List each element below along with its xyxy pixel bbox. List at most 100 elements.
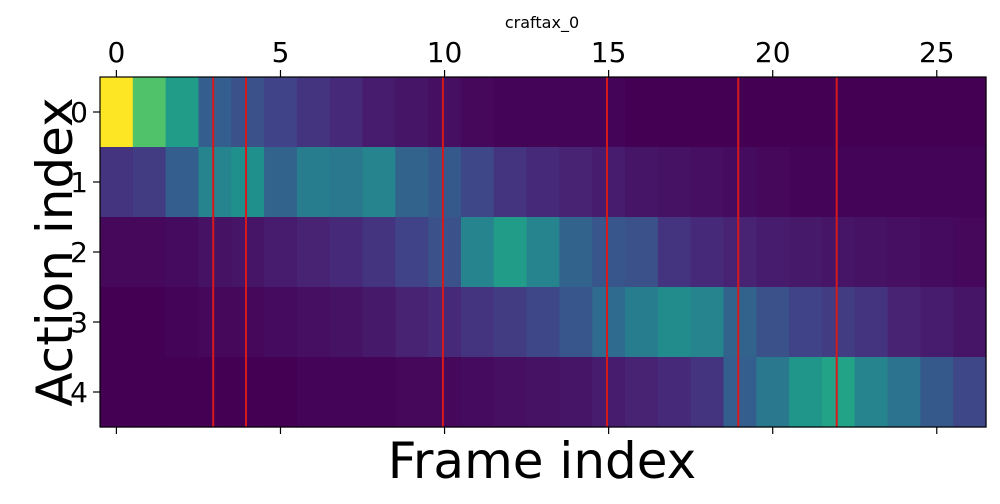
- heatmap-cell: [723, 357, 757, 428]
- heatmap-cell: [132, 357, 167, 428]
- heatmap-cell: [723, 77, 757, 148]
- heatmap-cell: [723, 217, 757, 288]
- heatmap-cell: [559, 77, 593, 148]
- heatmap-cell: [953, 147, 987, 218]
- heatmap-cell: [493, 147, 528, 218]
- heatmap-cell: [854, 77, 889, 148]
- heatmap-cell: [460, 217, 495, 288]
- heatmap-cell: [165, 287, 200, 358]
- heatmap-cell: [625, 147, 659, 218]
- heatmap-cell: [264, 147, 298, 218]
- heatmap-cell: [887, 217, 921, 288]
- heatmap-cell: [854, 217, 889, 288]
- heatmap-cell: [296, 147, 331, 218]
- x-ticks-top: 0 5 10 15 20 25: [107, 36, 955, 77]
- heatmap-cell: [198, 147, 232, 218]
- heatmap-cell: [329, 287, 364, 358]
- heatmap-cell: [526, 217, 561, 288]
- x-tick-label: 15: [591, 36, 627, 69]
- heatmap-cell: [198, 287, 232, 358]
- heatmap-cell: [428, 77, 462, 148]
- heatmap-cell: [657, 217, 692, 288]
- heatmap-cell: [329, 217, 364, 288]
- heatmap-cell: [592, 217, 626, 288]
- heatmap-cell: [723, 147, 757, 218]
- heatmap-cell: [362, 287, 396, 358]
- heatmap-cell: [231, 77, 265, 148]
- heatmap-cell: [887, 287, 921, 358]
- heatmap-cell: [362, 217, 396, 288]
- heatmap-cell: [329, 147, 364, 218]
- heatmap-cell: [329, 77, 364, 148]
- heatmap-cell: [165, 77, 200, 148]
- heatmap-cell: [428, 147, 462, 218]
- heatmap-cell: [264, 217, 298, 288]
- heatmap-cell: [100, 357, 134, 428]
- heatmap-cell: [460, 77, 495, 148]
- heatmap-cell: [526, 357, 561, 428]
- heatmap-cell: [231, 217, 265, 288]
- x-axis-label: Frame index: [388, 432, 696, 490]
- heatmap-cell: [296, 287, 331, 358]
- heatmap-cell: [953, 287, 987, 358]
- heatmap-cell: [493, 217, 528, 288]
- x-ticks-bottom: [115, 427, 938, 434]
- heatmap-cell: [362, 357, 396, 428]
- heatmap-cell: [854, 287, 889, 358]
- heatmap-cell: [264, 287, 298, 358]
- heatmap-cell: [198, 357, 232, 428]
- heatmap-cell: [395, 217, 429, 288]
- heatmap-cell: [428, 287, 462, 358]
- heatmap-cell: [821, 357, 856, 428]
- heatmap-cell: [526, 287, 561, 358]
- heatmap-cell: [362, 77, 396, 148]
- x-tick-label: 25: [919, 36, 955, 69]
- heatmap-cell: [264, 357, 298, 428]
- heatmap-cell: [953, 217, 987, 288]
- heatmap-cell: [789, 287, 823, 358]
- heatmap-cell: [296, 77, 331, 148]
- heatmap-cell: [198, 77, 232, 148]
- heatmap-cell: [460, 287, 495, 358]
- heatmap-cell: [592, 287, 626, 358]
- heatmap-cell: [657, 77, 692, 148]
- heatmap-cell: [132, 77, 167, 148]
- heatmap-cell: [625, 77, 659, 148]
- heatmap-cell: [100, 147, 134, 218]
- heatmap-cell: [132, 217, 167, 288]
- heatmap-cell: [723, 287, 757, 358]
- heatmap-cell: [100, 77, 134, 148]
- heatmap-cell: [231, 357, 265, 428]
- heatmap-cell: [789, 77, 823, 148]
- heatmap-cells: [100, 77, 987, 428]
- heatmap-cell: [493, 287, 528, 358]
- heatmap-cell: [789, 217, 823, 288]
- heatmap-cell: [592, 357, 626, 428]
- heatmap-cell: [428, 357, 462, 428]
- heatmap-cell: [756, 217, 790, 288]
- heatmap-cell: [756, 357, 790, 428]
- heatmap-cell: [460, 357, 495, 428]
- heatmap-cell: [920, 147, 954, 218]
- heatmap-cell: [920, 77, 954, 148]
- y-ticks: 0 1 2 3 4: [70, 96, 100, 409]
- heatmap-cell: [592, 77, 626, 148]
- heatmap-cell: [493, 77, 528, 148]
- heatmap-cell: [821, 287, 856, 358]
- x-tick-label: 10: [427, 36, 463, 69]
- heatmap-cell: [887, 77, 921, 148]
- heatmap-cell: [625, 217, 659, 288]
- heatmap-cell: [625, 357, 659, 428]
- x-tick-label: 20: [755, 36, 791, 69]
- heatmap-cell: [953, 77, 987, 148]
- heatmap-cell: [920, 357, 954, 428]
- heatmap-cell: [789, 147, 823, 218]
- heatmap-cell: [493, 357, 528, 428]
- heatmap-cell: [165, 357, 200, 428]
- heatmap-cell: [690, 287, 725, 358]
- heatmap-cell: [559, 357, 593, 428]
- heatmap-cell: [953, 357, 987, 428]
- heatmap-cell: [756, 147, 790, 218]
- heatmap-cell: [132, 287, 167, 358]
